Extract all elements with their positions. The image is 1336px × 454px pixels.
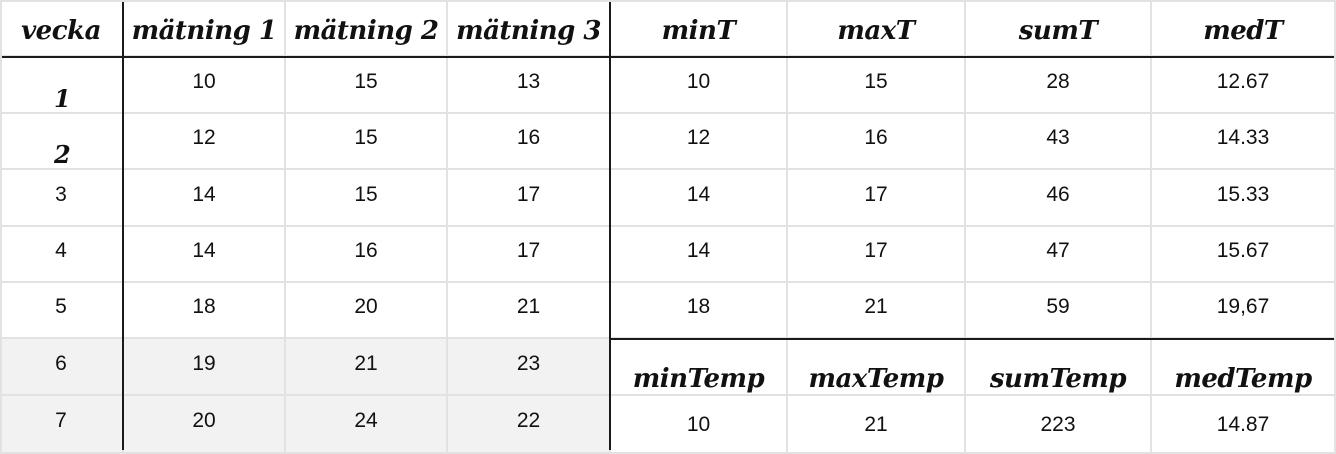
data-cell-med-t[interactable]: 19,67 bbox=[1152, 283, 1336, 339]
data-cell-max-t[interactable]: 17 bbox=[788, 170, 966, 227]
header-med-t[interactable]: medT bbox=[1152, 0, 1336, 57]
data-cell-max-t[interactable]: 16 bbox=[788, 114, 966, 170]
summary-header-medtemp[interactable]: medTemp bbox=[1152, 339, 1336, 396]
header-divider-line bbox=[0, 56, 1336, 58]
vecka-cell[interactable]: 5 bbox=[0, 283, 124, 339]
data-cell-matning-2[interactable]: 16 bbox=[286, 227, 448, 283]
data-cell-sum-t[interactable]: 46 bbox=[966, 170, 1152, 227]
summary-header-sumtemp[interactable]: sumTemp bbox=[966, 339, 1152, 396]
summary-header-maxtemp[interactable]: maxTemp bbox=[788, 339, 966, 396]
data-cell-med-t[interactable]: 12.67 bbox=[1152, 57, 1336, 114]
measurement-divider-line bbox=[609, 0, 611, 450]
header-vecka[interactable]: vecka bbox=[0, 0, 124, 57]
data-cell-min-t[interactable]: 14 bbox=[611, 170, 788, 227]
data-cell-matning-1[interactable]: 14 bbox=[124, 170, 286, 227]
data-cell-matning-1[interactable]: 12 bbox=[124, 114, 286, 170]
data-cell-matning-1[interactable]: 20 bbox=[124, 396, 286, 454]
header-min-t[interactable]: minT bbox=[611, 0, 788, 57]
header-matning-2[interactable]: mätning 2 bbox=[286, 0, 448, 57]
data-cell-med-t[interactable]: 15.67 bbox=[1152, 227, 1336, 283]
data-cell-sum-t[interactable]: 59 bbox=[966, 283, 1152, 339]
data-cell-matning-2[interactable]: 15 bbox=[286, 114, 448, 170]
summary-value-mintemp[interactable]: 10 bbox=[611, 396, 788, 454]
data-cell-sum-t[interactable]: 43 bbox=[966, 114, 1152, 170]
data-cell-matning-2[interactable]: 20 bbox=[286, 283, 448, 339]
data-cell-min-t[interactable]: 10 bbox=[611, 57, 788, 114]
data-cell-max-t[interactable]: 15 bbox=[788, 57, 966, 114]
data-cell-matning-3[interactable]: 17 bbox=[448, 170, 611, 227]
summary-value-sumtemp[interactable]: 223 bbox=[966, 396, 1152, 454]
vecka-cell[interactable]: 3 bbox=[0, 170, 124, 227]
data-cell-matning-2[interactable]: 21 bbox=[286, 339, 448, 396]
summary-divider-line bbox=[611, 338, 1336, 340]
header-sum-t[interactable]: sumT bbox=[966, 0, 1152, 57]
data-cell-matning-1[interactable]: 18 bbox=[124, 283, 286, 339]
data-cell-matning-2[interactable]: 24 bbox=[286, 396, 448, 454]
data-cell-sum-t[interactable]: 47 bbox=[966, 227, 1152, 283]
data-cell-min-t[interactable]: 18 bbox=[611, 283, 788, 339]
data-cell-matning-1[interactable]: 14 bbox=[124, 227, 286, 283]
data-cell-min-t[interactable]: 12 bbox=[611, 114, 788, 170]
vecka-cell[interactable]: 2 bbox=[0, 114, 124, 170]
header-max-t[interactable]: maxT bbox=[788, 0, 966, 57]
data-cell-max-t[interactable]: 17 bbox=[788, 227, 966, 283]
summary-value-maxtemp[interactable]: 21 bbox=[788, 396, 966, 454]
data-cell-max-t[interactable]: 21 bbox=[788, 283, 966, 339]
vecka-cell[interactable]: 6 bbox=[0, 339, 124, 396]
header-matning-3[interactable]: mätning 3 bbox=[448, 0, 611, 57]
vecka-cell[interactable]: 7 bbox=[0, 396, 124, 454]
data-cell-matning-3[interactable]: 21 bbox=[448, 283, 611, 339]
data-cell-matning-3[interactable]: 13 bbox=[448, 57, 611, 114]
data-cell-matning-3[interactable]: 16 bbox=[448, 114, 611, 170]
data-cell-matning-2[interactable]: 15 bbox=[286, 170, 448, 227]
vecka-cell[interactable]: 4 bbox=[0, 227, 124, 283]
data-cell-matning-1[interactable]: 10 bbox=[124, 57, 286, 114]
data-cell-matning-3[interactable]: 22 bbox=[448, 396, 611, 454]
data-cell-matning-2[interactable]: 15 bbox=[286, 57, 448, 114]
data-cell-matning-1[interactable]: 19 bbox=[124, 339, 286, 396]
data-cell-matning-3[interactable]: 17 bbox=[448, 227, 611, 283]
data-cell-matning-3[interactable]: 23 bbox=[448, 339, 611, 396]
summary-header-mintemp[interactable]: minTemp bbox=[611, 339, 788, 396]
data-cell-med-t[interactable]: 14.33 bbox=[1152, 114, 1336, 170]
summary-value-medtemp[interactable]: 14.87 bbox=[1152, 396, 1336, 454]
data-cell-min-t[interactable]: 14 bbox=[611, 227, 788, 283]
header-matning-1[interactable]: mätning 1 bbox=[124, 0, 286, 57]
data-cell-med-t[interactable]: 15.33 bbox=[1152, 170, 1336, 227]
vecka-divider-line bbox=[122, 0, 124, 450]
vecka-cell[interactable]: 1 bbox=[0, 57, 124, 114]
data-cell-sum-t[interactable]: 28 bbox=[966, 57, 1152, 114]
